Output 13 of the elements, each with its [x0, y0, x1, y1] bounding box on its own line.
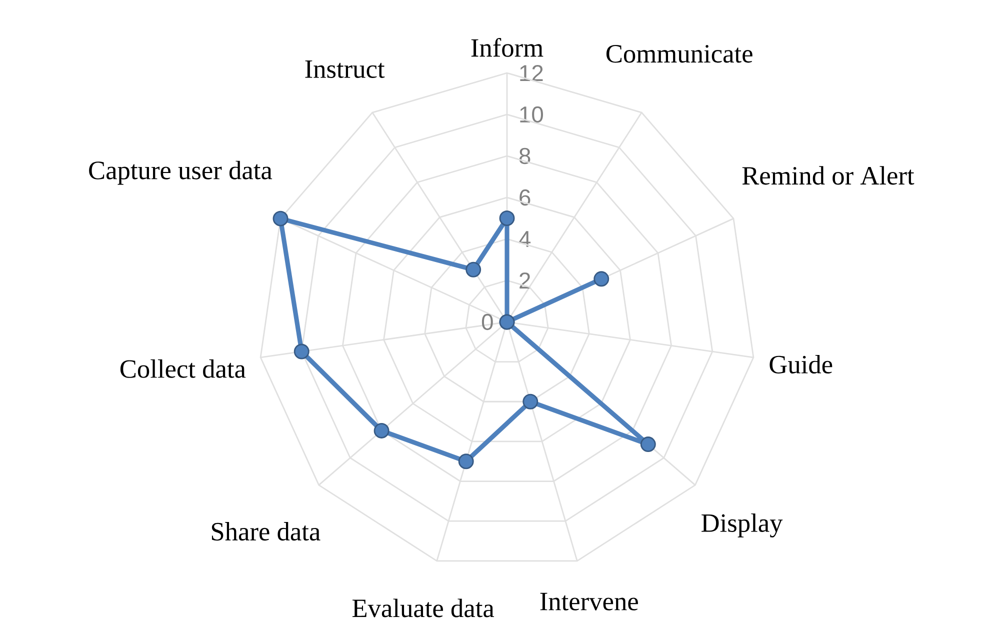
spoke-label: Evaluate data	[352, 598, 494, 618]
spoke-label: Intervene	[540, 592, 638, 610]
spoke-label: Communicate	[606, 45, 752, 63]
y-tick-label: 10	[520, 106, 544, 123]
spoke-label: Share data	[212, 522, 320, 541]
spoke-label: Remind or Alert	[742, 166, 914, 185]
spoke-label: Instruct	[305, 60, 385, 78]
spoke-label: Collect data	[120, 359, 246, 378]
spoke-label: Capture user data	[89, 160, 272, 185]
spoke-label: Guide	[770, 354, 832, 374]
y-tick-label: 0	[482, 314, 493, 330]
spoke-label: Display	[702, 513, 783, 538]
spoke-label: Inform	[471, 38, 544, 57]
